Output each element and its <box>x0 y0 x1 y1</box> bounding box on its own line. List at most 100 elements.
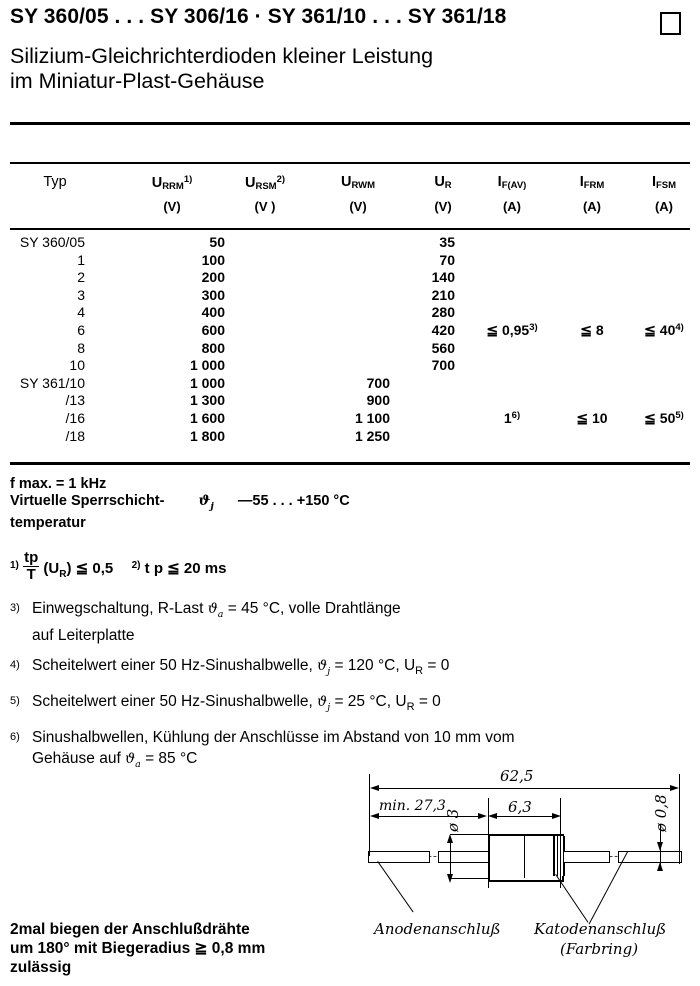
dim-line-body <box>492 816 556 817</box>
table-unit-ifrm: (A) <box>582 199 602 214</box>
table-row: 1 100 70 <box>0 252 700 269</box>
cell-ur: 420 <box>431 322 455 338</box>
cathode-lead-outer <box>618 851 682 863</box>
anode-lead-mid <box>438 851 490 863</box>
cell-urwm: 1 250 <box>354 427 390 444</box>
bend-note-line-2: um 180° mit Biegeradius ≧ 0,8 mm <box>10 939 340 958</box>
footnote-5: 5) Scheitelwert einer 50 Hz-Sinushalbwell… <box>10 691 700 718</box>
table-header-urwm: URWM <box>340 174 376 191</box>
footnote-4: 4) Scheitelwert einer 50 Hz-Sinushalbwell… <box>10 655 700 682</box>
cell-urwm: 700 <box>366 374 390 391</box>
dim-arrow-body-right <box>552 812 561 819</box>
cell-urrm: 300 <box>201 286 225 303</box>
cell-ur: 280 <box>431 304 455 321</box>
bend-note: 2mal biegen der Anschlußdrähte um 180° m… <box>10 920 340 977</box>
dim-arrow-total-left <box>370 784 379 791</box>
body-inner-line <box>524 834 525 878</box>
cell-urwm: 1 100 <box>354 410 390 426</box>
dim-arrow-wire-down <box>656 862 663 871</box>
table-header-ifrm: IFRM <box>579 174 605 191</box>
ext-line-right <box>679 774 680 864</box>
footnote-line-1: Sinushalbwellen, Kühlung der Anschlüsse … <box>32 728 515 746</box>
table-unit-ur: (V) <box>434 199 452 214</box>
table-row: 6 600 420 ≦ 0,953) ≦ 8 ≦ 404) <box>0 322 700 339</box>
table-row: 3 300 210 <box>0 287 700 304</box>
footnote-inline: 1) tp T (UR) ≦ 0,5 2) t p ≦ 20 ms <box>10 550 410 583</box>
table-header-ursm: URSM2) <box>244 174 286 192</box>
footnote-mark-1: 1) <box>10 559 19 571</box>
cell-urrm: 50 <box>209 234 225 250</box>
fmax-line: f max. = 1 kHz <box>10 476 107 492</box>
table-header-ur: UR <box>434 174 452 191</box>
table-unit-ifsm: (A) <box>654 199 674 214</box>
dim-label-total: 62,5 <box>500 767 534 785</box>
dim-label-wire-dia: ø 0,8 <box>652 794 670 832</box>
cell-typ: 4 <box>77 304 85 321</box>
cell-urrm: 600 <box>201 322 225 338</box>
footnote-6: 6) Sinushalbwellen, Kühlung der Anschlüss… <box>10 727 700 775</box>
label-anode: Anodenanschluß <box>374 920 501 938</box>
bend-note-line-2b: ≧ 0,8 mm <box>194 940 266 957</box>
footnote-line-2: Gehäuse auf ϑa = 85 °C <box>32 749 198 770</box>
footnote-line-1: Scheitelwert einer 50 Hz-Sinushalbwelle,… <box>32 692 441 713</box>
footnote-mark: 4) <box>10 658 20 671</box>
cell-typ: SY 360/05 <box>19 234 85 250</box>
tj-value: —55 . . . +150 °C <box>237 493 350 509</box>
dim-label-body: 6,3 <box>508 798 532 816</box>
operating-conditions: f max. = 1 kHz Virtuelle Sperrschicht- ϑ… <box>10 476 690 532</box>
table-row: SY 360/05 50 35 <box>0 234 700 251</box>
divider-table-bottom <box>10 462 690 465</box>
dim-arrow-leadmin-left <box>370 812 379 819</box>
divider-top <box>10 122 690 125</box>
table-header-ifav: IF(AV) <box>497 174 527 191</box>
footnote-mark: 3) <box>10 602 20 614</box>
table-unit-urrm: (V) <box>163 199 181 214</box>
table-unit-ifav: (A) <box>502 199 522 214</box>
table-unit-ursm: (V ) <box>254 199 276 214</box>
table-row: 2 200 140 <box>0 269 700 286</box>
table-header-urrm: URRM1) <box>151 174 193 192</box>
cell-urrm: 1 300 <box>189 392 225 409</box>
footnote-mark: 6) <box>10 730 20 743</box>
cell-urrm: 1 600 <box>189 410 225 426</box>
fraction-denominator: T <box>26 565 36 583</box>
dim-arrow-dia-down <box>446 874 453 883</box>
ext-line-left <box>369 774 370 856</box>
cell-urrm: 200 <box>201 269 225 286</box>
table-row: /16 1 600 1 100 16) ≦ 10 ≦ 505) <box>0 410 700 427</box>
cell-ur: 140 <box>431 269 455 286</box>
bend-note-line-1: 2mal biegen der Anschlußdrähte <box>10 921 250 938</box>
cell-urrm: 800 <box>201 339 225 356</box>
bend-note-line-2a: um 180° mit Biegeradius <box>10 940 195 957</box>
cell-ur: 70 <box>439 251 455 268</box>
cell-urrm: 1 800 <box>189 427 225 444</box>
anode-lead-left <box>368 851 430 863</box>
cell-typ: 1 <box>77 251 85 268</box>
footnote-2-expr: t p ≦ 20 ms <box>144 559 227 577</box>
leader-cathode-band <box>555 874 589 923</box>
cell-typ: 2 <box>77 269 85 286</box>
footnote-mark-2: 2) <box>131 559 141 571</box>
cell-ur: 35 <box>439 234 455 250</box>
cell-urrm: 1 000 <box>189 357 225 374</box>
cell-urrm: 1 000 <box>189 374 225 391</box>
footnote-line-1: Einwegschaltung, R-Last ϑa = 45 °C, voll… <box>32 600 401 620</box>
dim-arrow-total-right <box>670 784 679 791</box>
cell-ur: 560 <box>431 339 455 356</box>
dim-line-body-dia <box>450 838 451 878</box>
footnote-1-expr: (UR) ≦ 0,5 <box>43 559 114 580</box>
fraction-numerator: tp <box>23 549 40 567</box>
square-outline-icon <box>660 12 681 35</box>
label-cathode-line-2: (Farbring) <box>560 940 639 958</box>
table-row: 10 1 000 700 <box>0 357 700 374</box>
table-row: /18 1 800 1 250 <box>0 428 700 445</box>
footnote-line-1: Scheitelwert einer 50 Hz-Sinushalbwelle,… <box>32 656 450 677</box>
tj-label-1: Virtuelle Sperrschicht- <box>10 493 165 509</box>
subtitle-line-2: im Miniatur-Plast-Gehäuse <box>10 69 265 93</box>
cell-typ: 6 <box>77 322 85 338</box>
cell-typ: 8 <box>77 339 85 356</box>
cell-typ: SY 361/10 <box>19 374 85 391</box>
dim-ext-dia-bottom <box>450 878 490 879</box>
cell-urwm: 900 <box>366 392 390 409</box>
dim-arrow-leadmin-right <box>478 812 487 819</box>
